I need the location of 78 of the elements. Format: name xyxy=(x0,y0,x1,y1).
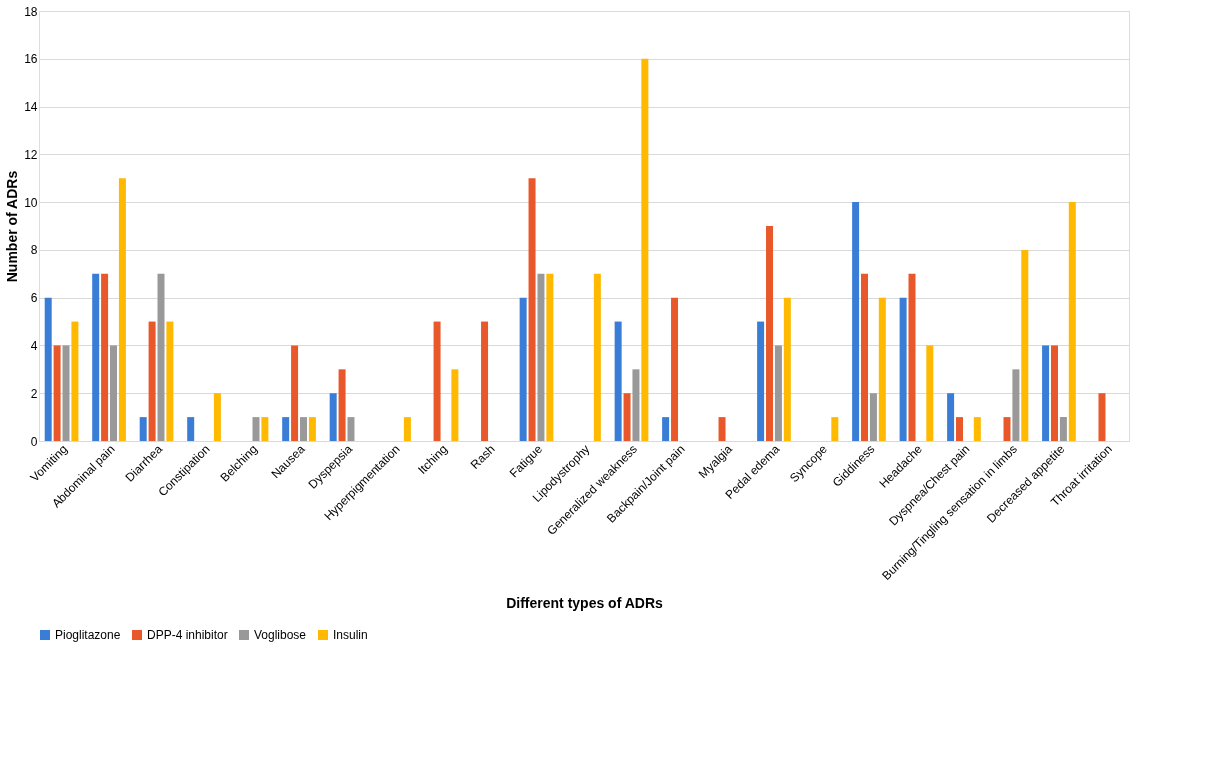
bar xyxy=(671,297,679,441)
y-tick-label: 14 xyxy=(24,100,38,115)
legend-label: Pioglitazone xyxy=(55,628,121,642)
bar xyxy=(299,417,307,441)
bar xyxy=(774,345,782,441)
y-tick-label: 6 xyxy=(30,291,38,306)
bar xyxy=(1059,417,1067,441)
bar xyxy=(433,321,441,441)
bar xyxy=(481,321,489,441)
bar xyxy=(869,393,877,441)
bar xyxy=(878,297,886,441)
y-tick-label: 0 xyxy=(30,434,38,449)
y-tick-label: 16 xyxy=(24,52,38,67)
bar xyxy=(62,345,70,441)
bar xyxy=(1042,345,1050,441)
bar xyxy=(71,321,79,441)
bar xyxy=(101,273,109,441)
bar xyxy=(662,417,670,441)
bar xyxy=(1098,393,1106,441)
bar xyxy=(908,273,916,441)
bar xyxy=(118,178,126,441)
bar xyxy=(110,345,118,441)
bar xyxy=(282,417,290,441)
y-axis-title: Number of ADRs xyxy=(4,170,21,283)
bar xyxy=(593,273,601,441)
x-axis-title: Different types of ADRs xyxy=(506,595,664,612)
bar xyxy=(403,417,411,441)
bar xyxy=(1068,202,1076,441)
bar xyxy=(291,345,299,441)
bar xyxy=(632,369,640,441)
bar xyxy=(451,369,459,441)
y-tick-label: 8 xyxy=(30,243,38,258)
bar xyxy=(641,58,649,441)
bar xyxy=(329,393,337,441)
bar xyxy=(338,369,346,441)
bar xyxy=(261,417,269,441)
bar xyxy=(757,321,765,441)
bar xyxy=(139,417,147,441)
bar xyxy=(956,417,963,441)
y-tick-label: 4 xyxy=(30,338,38,353)
y-tick-label: 10 xyxy=(24,195,38,210)
bar xyxy=(623,393,631,441)
bar xyxy=(783,297,791,441)
bar xyxy=(1021,249,1029,441)
y-tick-label: 12 xyxy=(24,147,38,162)
bar xyxy=(546,273,554,441)
bar xyxy=(148,321,156,441)
bar xyxy=(1050,345,1058,441)
bar xyxy=(614,321,622,441)
bar xyxy=(861,273,869,441)
bar xyxy=(252,417,260,441)
bar xyxy=(213,393,221,441)
bar xyxy=(528,178,536,441)
y-tick-label: 2 xyxy=(30,386,38,401)
legend-label: DPP-4 inhibitor xyxy=(147,628,228,642)
bar xyxy=(157,273,165,441)
y-tick-label: 18 xyxy=(24,4,38,19)
bar xyxy=(537,273,545,441)
bar xyxy=(1012,369,1020,441)
bar xyxy=(831,417,839,441)
legend-label: Voglibose xyxy=(254,628,307,642)
bar xyxy=(308,417,316,441)
bar xyxy=(187,417,195,441)
bar xyxy=(1003,417,1011,441)
bar xyxy=(44,297,52,441)
bar xyxy=(926,345,934,441)
bar xyxy=(947,393,955,441)
bar xyxy=(166,321,174,441)
bar xyxy=(718,417,726,441)
bar xyxy=(53,345,61,441)
bar xyxy=(973,417,981,441)
bar xyxy=(92,273,100,441)
bar xyxy=(766,226,774,441)
bar xyxy=(347,417,355,441)
bar xyxy=(899,297,907,441)
bar xyxy=(852,202,860,441)
legend-label: Insulin xyxy=(333,628,368,642)
bar xyxy=(519,297,527,441)
